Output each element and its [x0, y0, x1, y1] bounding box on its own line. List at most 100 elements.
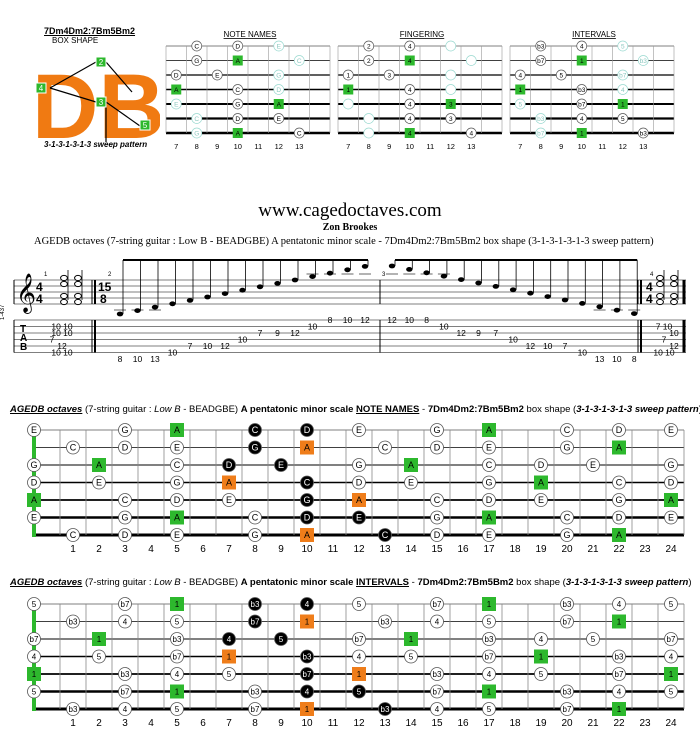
fret-note: A	[170, 423, 184, 437]
svg-text:D: D	[31, 478, 38, 488]
fret-note: 4	[612, 597, 626, 611]
box-fingers: 2 4 3 5 7	[35, 56, 151, 146]
melody-note	[186, 298, 194, 303]
mini-note: 5	[555, 69, 567, 81]
fret-note: E	[352, 510, 366, 525]
fret-note: A	[612, 440, 626, 455]
svg-text:4: 4	[580, 116, 584, 123]
svg-text:b3: b3	[69, 618, 78, 627]
svg-text:5: 5	[621, 116, 625, 123]
svg-text:b7: b7	[485, 653, 494, 662]
fret-note: E	[27, 510, 41, 525]
mini-note: 1	[617, 99, 628, 109]
svg-text:1: 1	[175, 600, 180, 609]
fretboard-intervals: 1 2 3 4 5 6 7 8 9 10 11 12 13 14 15 16 17 18 19 20 21 22 23 245…	[27, 597, 685, 729]
fret-note: b7	[118, 684, 132, 699]
mini-fret-number: 12	[275, 142, 283, 151]
svg-text:b7: b7	[173, 653, 182, 662]
svg-text:D: D	[235, 116, 240, 123]
fret-number: 8	[252, 544, 258, 555]
svg-text:1: 1	[580, 58, 584, 65]
tab-number: 12	[360, 315, 370, 325]
fret-number: 19	[535, 718, 547, 729]
mini-fret-number: 11	[598, 142, 606, 151]
melody-note	[440, 273, 448, 279]
svg-text:b7: b7	[251, 705, 260, 714]
svg-text:4: 4	[580, 44, 584, 51]
svg-text:C: C	[194, 44, 199, 51]
svg-text:b7: b7	[537, 58, 545, 65]
svg-text:E: E	[668, 513, 674, 523]
svg-text:b3: b3	[640, 131, 648, 138]
svg-text:5: 5	[175, 618, 180, 627]
svg-text:4: 4	[32, 653, 37, 662]
fret-note: 1	[664, 667, 678, 681]
fret-note: b3	[378, 702, 392, 716]
svg-text:G: G	[433, 425, 440, 435]
svg-text:b3: b3	[251, 688, 260, 697]
mini-note	[363, 113, 375, 124]
fret-note: E	[170, 528, 184, 542]
fret-note: C	[560, 510, 574, 525]
svg-text:4: 4	[39, 84, 44, 93]
fret-note: A	[664, 493, 678, 507]
fret-number: 2	[96, 544, 102, 555]
fret-note: G	[664, 458, 678, 472]
box-shape-graphic: DB 2 4 3 5 7	[32, 56, 160, 146]
svg-text:3: 3	[99, 98, 104, 107]
svg-text:E: E	[486, 530, 492, 540]
tab-number: 12	[387, 315, 397, 325]
fret-number: 9	[278, 718, 284, 729]
tab-number: 7	[258, 328, 263, 338]
fret-note: 4	[118, 702, 132, 716]
fret-note: A	[92, 458, 106, 472]
fret-note: G	[300, 493, 314, 507]
mini-note	[363, 127, 375, 139]
mini-note: 4	[404, 128, 415, 138]
fret-note: b3	[66, 702, 80, 716]
fret-note: 5	[664, 597, 678, 611]
box-shape-panel: 7Dm4Dm2:7Bm5Bm2 BOX SHAPE DB 2 4 3 5 7 3…	[30, 22, 160, 152]
fret-note: G	[352, 458, 366, 472]
fret-note: G	[560, 528, 574, 542]
melody-note	[309, 274, 316, 279]
mini-note	[445, 84, 457, 95]
svg-text:b3: b3	[69, 705, 78, 714]
melody-note	[631, 311, 638, 316]
fret-note: D	[300, 423, 314, 437]
mini-note: b7	[535, 127, 547, 139]
fret-number: 24	[665, 718, 677, 729]
svg-text:4: 4	[175, 670, 180, 679]
fret-note: 4	[300, 684, 314, 699]
fret-note: G	[612, 493, 626, 507]
svg-text:G: G	[251, 530, 258, 540]
svg-text:b7: b7	[303, 670, 312, 679]
treble-clef: 𝄞	[16, 274, 36, 314]
fret-note: 1	[482, 597, 496, 611]
fret-note: 1	[27, 667, 41, 681]
melody-note	[544, 294, 551, 299]
svg-text:b7: b7	[30, 635, 39, 644]
tab-number: 10	[343, 315, 353, 325]
svg-text:4: 4	[408, 116, 412, 123]
tab-number: 8	[632, 354, 637, 364]
svg-text:2: 2	[367, 44, 371, 51]
fret-note: 5	[482, 614, 496, 629]
fret-note: 5	[404, 649, 418, 664]
svg-text:C: C	[304, 478, 311, 488]
fret-note: 1	[612, 614, 626, 629]
svg-text:D: D	[122, 530, 129, 540]
mini-note: 4	[576, 113, 588, 124]
svg-text:5: 5	[669, 688, 674, 697]
svg-text:4: 4	[435, 618, 440, 627]
fret-number: 15	[431, 544, 443, 555]
fret-note: 5	[92, 649, 106, 664]
svg-text:A: A	[668, 495, 674, 505]
fret-note: D	[664, 475, 678, 490]
fret-note: 4	[352, 649, 366, 664]
site-url[interactable]: www.cagedoctaves.com	[258, 200, 442, 221]
svg-text:b7: b7	[619, 73, 627, 80]
svg-text:5: 5	[279, 635, 284, 644]
tab-number: 12	[290, 328, 300, 338]
